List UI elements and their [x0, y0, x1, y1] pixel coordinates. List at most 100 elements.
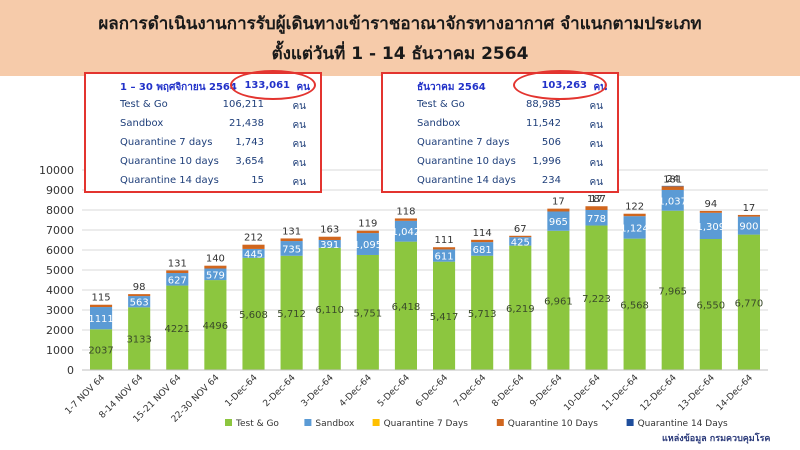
bar-segment [547, 211, 570, 231]
x-tick-label: 8-Dec-64 [490, 373, 526, 409]
summary-row-unit: คน [292, 158, 306, 169]
bar-segment [318, 247, 341, 370]
legend-swatch [496, 419, 504, 426]
summary-row-value: 1,996 [532, 156, 561, 167]
data-label: 6,418 [392, 302, 421, 313]
bar-segment [547, 230, 570, 370]
x-tick-label: 3-Dec-64 [300, 373, 336, 409]
data-label: 445 [244, 249, 263, 260]
bar-segment [90, 307, 113, 330]
summary-row-value: 11,542 [526, 118, 561, 129]
data-label: 6,219 [506, 304, 535, 315]
summary-row-unit: คน [589, 120, 603, 131]
bar-segment [509, 245, 532, 370]
x-tick-label: 9-Dec-64 [528, 373, 564, 409]
bar-segment [242, 257, 265, 370]
data-label: 187 [587, 194, 606, 205]
data-label: 119 [358, 219, 377, 230]
data-label: 212 [244, 233, 263, 244]
data-label: 5,417 [430, 312, 459, 323]
summary-row-unit: คน [292, 101, 306, 112]
data-label: 425 [511, 237, 530, 248]
summary-row: Quarantine 14 days 15 คน [86, 173, 320, 191]
bar-segment [471, 255, 494, 370]
data-label: 17 [590, 194, 603, 205]
data-label: 4221 [165, 324, 190, 335]
november-total-highlight [230, 70, 316, 100]
bar-segment [433, 247, 456, 250]
x-tick-label: 11-Dec-64 [601, 373, 641, 413]
data-label: 965 [549, 217, 568, 228]
x-tick-label: 14-Dec-64 [715, 373, 755, 413]
data-label: 1,124 [620, 223, 649, 234]
bar-segment [585, 206, 608, 210]
y-tick-label: 9000 [46, 184, 74, 197]
x-tick-label: 6-Dec-64 [414, 373, 450, 409]
data-label: 1,037 [658, 196, 687, 207]
bar-segment [128, 307, 151, 370]
data-label: 627 [168, 275, 187, 286]
summary-row-value: 106,211 [222, 99, 264, 110]
data-label: 6,568 [620, 300, 649, 311]
y-tick-label: 10000 [39, 164, 74, 177]
bar-segment [166, 273, 189, 286]
bar-segment [471, 242, 494, 256]
data-label: 681 [473, 245, 492, 256]
summary-row: Sandbox 11,542 คน [383, 116, 617, 134]
bar-segment [661, 189, 684, 211]
y-tick-label: 1000 [46, 344, 74, 357]
data-label: 5,751 [354, 308, 383, 319]
data-label: 6,770 [735, 298, 764, 309]
page-subtitle: ตั้งแต่วันที่ 1 - 14 ธันวาคม 2564 [271, 44, 529, 64]
data-label: 122 [625, 202, 644, 213]
summary-row-value: 234 [541, 175, 561, 186]
data-label: 1111 [88, 314, 113, 325]
y-tick-label: 3000 [46, 304, 74, 317]
x-tick-label: 12-Dec-64 [639, 373, 679, 413]
y-tick-label: 7000 [46, 224, 74, 237]
bar-segment [737, 234, 760, 370]
x-tick-label: 5-Dec-64 [376, 373, 412, 409]
x-tick-label: 2-Dec-64 [262, 373, 298, 409]
x-tick-label: 1-Dec-64 [223, 373, 259, 409]
title-band: ผลการดำเนินงานการรับผู้เดินทางเข้าราชอาณ… [0, 0, 800, 76]
bar-segment [204, 280, 227, 370]
summary-row-label: Sandbox [417, 118, 461, 129]
summary-row-unit: คน [292, 139, 306, 150]
legend-swatch [372, 419, 380, 426]
x-tick-label: 4-Dec-64 [338, 373, 374, 409]
bar-segment [433, 261, 456, 370]
summary-row-label: Quarantine 14 days [120, 175, 219, 186]
bar-segment [509, 235, 532, 238]
summary-row-label: Quarantine 14 days [417, 175, 516, 186]
data-label: 6,550 [697, 301, 726, 312]
summary-row-unit: คน [589, 158, 603, 169]
summary-row: Test & Go 88,985 คน [383, 97, 617, 115]
data-label: 1,095 [354, 240, 383, 251]
summary-row-label: Sandbox [120, 118, 164, 129]
summary-row: Test & Go 106,211 คน [86, 97, 320, 115]
summary-row: Quarantine 10 days 3,654 คน [86, 154, 320, 172]
data-label: 900 [739, 222, 758, 233]
legend-entry: Sandbox [315, 419, 355, 429]
page-title: ผลการดำเนินงานการรับผู้เดินทางเข้าราชอาณ… [98, 14, 702, 34]
summary-row-unit: คน [589, 101, 603, 112]
data-label: 2037 [88, 346, 113, 357]
summary-row-label: Quarantine 10 days [417, 156, 516, 167]
summary-row: Sandbox 21,438 คน [86, 116, 320, 134]
data-label: 94 [704, 199, 717, 210]
bar-segment [242, 248, 265, 258]
bar-segment [699, 212, 722, 239]
legend-swatch [626, 419, 634, 426]
bar-segment [471, 239, 494, 243]
summary-row-value: 1,743 [235, 137, 264, 148]
summary-row: Quarantine 7 days 1,743 คน [86, 135, 320, 153]
december-total-highlight [513, 70, 607, 100]
bar-segment [204, 268, 227, 281]
y-tick-label: 2000 [46, 324, 74, 337]
december-summary-box: ธันวาคม 2564 103,263 คน Test & Go 88,985 ค… [381, 70, 619, 193]
summary-row-value: 21,438 [229, 118, 264, 129]
summary-row-label: Test & Go [417, 99, 465, 110]
data-label: 778 [587, 214, 606, 225]
